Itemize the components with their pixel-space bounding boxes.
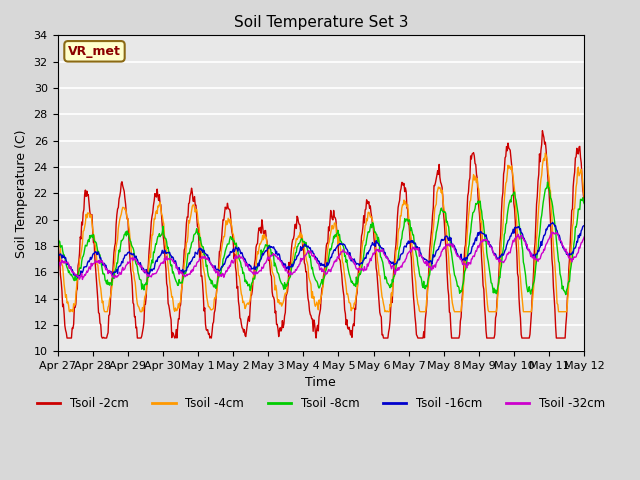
Y-axis label: Soil Temperature (C): Soil Temperature (C) — [15, 129, 28, 257]
Title: Soil Temperature Set 3: Soil Temperature Set 3 — [234, 15, 408, 30]
Legend: Tsoil -2cm, Tsoil -4cm, Tsoil -8cm, Tsoil -16cm, Tsoil -32cm: Tsoil -2cm, Tsoil -4cm, Tsoil -8cm, Tsoi… — [32, 392, 610, 415]
X-axis label: Time: Time — [305, 376, 336, 389]
Text: VR_met: VR_met — [68, 45, 121, 58]
